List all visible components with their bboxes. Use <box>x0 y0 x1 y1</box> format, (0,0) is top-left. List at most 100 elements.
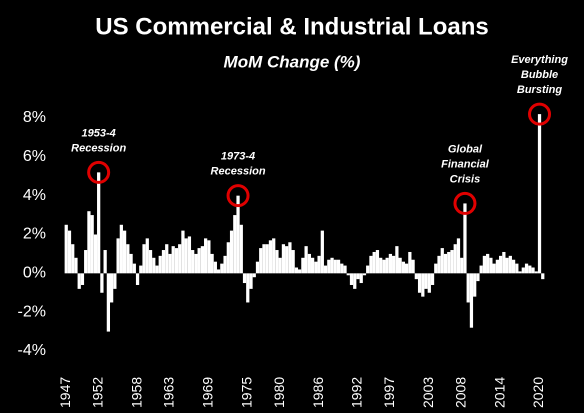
bar <box>362 273 367 276</box>
bar <box>207 240 211 274</box>
bar <box>404 263 409 274</box>
bar <box>97 172 101 274</box>
bar <box>213 261 217 274</box>
bar <box>103 250 107 274</box>
bar <box>320 230 324 274</box>
bar <box>148 250 153 274</box>
bar <box>139 265 143 274</box>
bar <box>502 251 506 274</box>
bar <box>275 250 279 274</box>
bar <box>456 238 461 274</box>
bar <box>447 251 451 274</box>
y-tick-label: 2% <box>23 226 46 243</box>
bar <box>534 271 538 274</box>
bar <box>210 253 214 274</box>
bar <box>492 263 496 274</box>
bar <box>366 265 370 274</box>
bar <box>414 273 418 280</box>
bar <box>401 261 405 274</box>
bar <box>67 230 72 274</box>
bar <box>476 273 480 282</box>
bar <box>437 255 441 274</box>
bar <box>434 263 438 274</box>
bar <box>511 259 516 274</box>
bar <box>291 250 295 274</box>
bar <box>262 244 266 274</box>
bar <box>165 244 169 274</box>
y-tick-label: -4% <box>18 342 46 359</box>
bar <box>473 273 477 297</box>
bar <box>216 269 221 274</box>
bar <box>171 246 175 274</box>
bar <box>427 273 431 293</box>
bar <box>343 265 347 274</box>
bar <box>74 257 78 274</box>
bar <box>489 257 493 274</box>
bar <box>375 250 380 274</box>
x-tick-label: 1963 <box>161 377 177 408</box>
bar <box>145 238 149 274</box>
bar <box>466 273 470 303</box>
bar <box>356 273 360 280</box>
bar <box>479 265 483 274</box>
bar <box>524 263 529 274</box>
bar <box>508 255 512 274</box>
bar <box>495 259 499 274</box>
bar <box>132 263 136 274</box>
bar <box>84 250 88 274</box>
bar <box>265 244 269 274</box>
bar <box>298 269 302 274</box>
bar <box>349 273 354 285</box>
annotation-circle <box>528 102 552 126</box>
bar <box>379 257 383 274</box>
bar <box>382 259 386 274</box>
bar <box>285 246 289 274</box>
x-tick-label: 2020 <box>530 377 546 408</box>
annotation-text: Everything <box>511 54 568 66</box>
x-tick-label: 1975 <box>238 377 254 408</box>
bar <box>372 251 376 274</box>
bar <box>64 224 68 274</box>
bar <box>314 261 318 274</box>
bar <box>142 244 146 274</box>
annotation-text: Bursting <box>517 84 563 96</box>
bar <box>239 224 243 274</box>
bar <box>152 257 156 274</box>
bar <box>369 255 373 274</box>
bar <box>518 271 522 274</box>
bar <box>333 259 337 274</box>
bar <box>119 224 123 274</box>
bar <box>252 273 256 278</box>
bar <box>71 244 75 274</box>
bar <box>259 248 263 274</box>
bar <box>304 246 308 274</box>
bar <box>246 273 250 303</box>
bar <box>174 248 179 274</box>
bar <box>450 250 454 274</box>
bar <box>310 257 315 274</box>
bar <box>122 230 127 274</box>
x-tick-label: 1997 <box>381 377 397 408</box>
y-tick-label: 0% <box>23 265 46 282</box>
annotation-text: Global <box>448 143 483 155</box>
y-tick-label: -2% <box>18 303 46 320</box>
bar <box>327 259 331 274</box>
bar <box>281 244 286 274</box>
bar <box>482 255 487 274</box>
bar <box>460 257 464 274</box>
bar <box>443 253 448 274</box>
bar <box>340 263 344 274</box>
bar <box>346 273 350 276</box>
bar <box>336 259 341 274</box>
bar <box>353 273 357 289</box>
bar <box>126 244 130 274</box>
bar <box>537 114 542 274</box>
bar <box>233 215 237 274</box>
bar <box>430 273 435 285</box>
bar <box>113 273 117 289</box>
bar <box>453 244 457 274</box>
bar <box>87 211 91 274</box>
annotation-text: 1953-4 <box>82 127 116 139</box>
bar <box>187 236 192 274</box>
